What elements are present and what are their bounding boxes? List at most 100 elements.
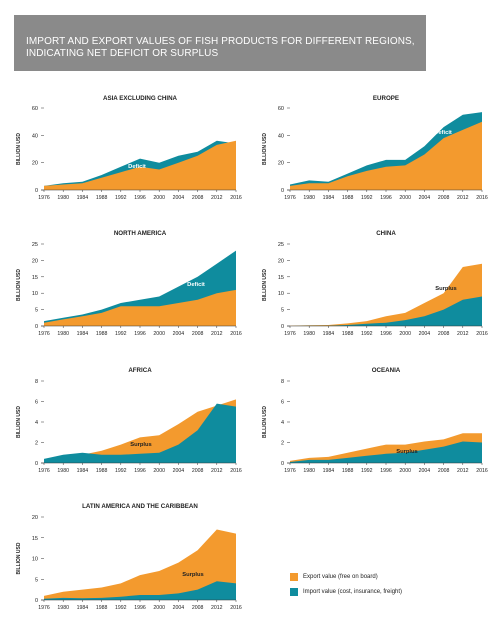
x-tick-label: 1988 [96, 468, 108, 474]
title-banner [14, 15, 426, 71]
x-tick-label: 1996 [380, 195, 392, 201]
x-tick-label: 2004 [173, 331, 185, 337]
chart-annotation: Surplus [435, 286, 457, 292]
x-tick-label: 2016 [230, 605, 242, 611]
series-area-export [290, 121, 482, 190]
x-tick-label: 2008 [192, 195, 204, 201]
y-tick-label: 0 [281, 188, 284, 194]
x-tick-label: 1988 [342, 331, 354, 337]
y-tick-label: 0 [35, 461, 38, 467]
y-tick-label: 8 [35, 379, 38, 385]
y-tick-label: 2 [281, 441, 284, 447]
x-tick-label: 1996 [380, 331, 392, 337]
x-tick-label: 2004 [419, 468, 431, 474]
x-tick-label: 2008 [438, 195, 450, 201]
x-tick-label: 2016 [476, 468, 488, 474]
y-axis-label: BILLION USD [16, 269, 22, 301]
series-area-import [290, 296, 482, 326]
x-tick-label: 2004 [419, 331, 431, 337]
legend-label-import: Import value (cost, insurance, freight) [303, 589, 403, 595]
chart-title: AFRICA [128, 367, 152, 374]
chart-annotation: Surplus [130, 442, 152, 448]
y-tick-label: 0 [35, 598, 38, 604]
x-tick-label: 1988 [96, 331, 108, 337]
chart-annotation: Surplus [182, 572, 204, 578]
x-tick-label: 1992 [361, 468, 373, 474]
y-tick-label: 4 [35, 420, 38, 426]
x-tick-label: 2000 [153, 195, 165, 201]
x-tick-label: 1976 [38, 468, 50, 474]
x-tick-label: 2008 [192, 605, 204, 611]
chart-annotation: Surplus [396, 449, 418, 455]
y-tick-label: 10 [32, 291, 38, 297]
y-tick-label: 15 [32, 275, 38, 281]
x-tick-label: 1984 [77, 605, 89, 611]
x-tick-label: 1996 [134, 195, 146, 201]
x-tick-label: 1992 [361, 331, 373, 337]
y-tick-label: 5 [35, 577, 38, 583]
chart-title: ASIA EXCLUDING CHINA [103, 95, 178, 102]
x-tick-label: 2012 [211, 605, 223, 611]
y-tick-label: 40 [278, 133, 284, 139]
x-tick-label: 1984 [77, 195, 89, 201]
x-tick-label: 2016 [230, 195, 242, 201]
x-tick-label: 2016 [476, 331, 488, 337]
x-tick-label: 1988 [342, 195, 354, 201]
y-tick-label: 2 [35, 441, 38, 447]
x-tick-label: 2012 [211, 195, 223, 201]
x-tick-label: 1992 [115, 331, 127, 337]
chart-title: NORTH AMERICA [114, 230, 167, 237]
x-tick-label: 2008 [438, 468, 450, 474]
y-axis-label: BILLION USD [16, 542, 22, 574]
x-tick-label: 1996 [134, 331, 146, 337]
x-tick-label: 1984 [77, 331, 89, 337]
x-tick-label: 1996 [380, 468, 392, 474]
y-tick-label: 0 [281, 461, 284, 467]
series-area-export [44, 529, 236, 600]
series-area-import [290, 441, 482, 463]
y-tick-label: 60 [32, 106, 38, 112]
y-tick-label: 25 [32, 242, 38, 248]
x-tick-label: 2016 [476, 195, 488, 201]
x-tick-label: 2016 [230, 331, 242, 337]
x-tick-label: 1976 [38, 605, 50, 611]
y-axis-label: BILLION USD [16, 406, 22, 438]
x-tick-label: 1992 [361, 195, 373, 201]
x-tick-label: 2000 [153, 468, 165, 474]
chart-annotation: Deficit [128, 164, 146, 170]
legend-label-export: Export value (free on board) [303, 574, 378, 580]
chart-title: OCEANIA [372, 367, 401, 374]
y-tick-label: 0 [281, 324, 284, 330]
x-tick-label: 2000 [153, 605, 165, 611]
y-axis-label: BILLION USD [262, 133, 268, 165]
x-tick-label: 1980 [57, 195, 69, 201]
legend-item-export: Export value (free on board) [290, 573, 378, 581]
x-tick-label: 2008 [192, 468, 204, 474]
x-tick-label: 1996 [134, 468, 146, 474]
y-tick-label: 20 [32, 161, 38, 167]
y-tick-label: 4 [281, 420, 284, 426]
series-area-import [44, 581, 236, 600]
y-tick-label: 5 [35, 308, 38, 314]
x-tick-label: 1976 [284, 331, 296, 337]
x-tick-label: 2004 [173, 605, 185, 611]
x-tick-label: 1980 [57, 331, 69, 337]
y-tick-label: 15 [278, 275, 284, 281]
y-tick-label: 6 [35, 400, 38, 406]
x-tick-label: 2004 [173, 468, 185, 474]
series-area-import [44, 403, 236, 463]
x-tick-label: 1988 [342, 468, 354, 474]
x-tick-label: 2004 [173, 195, 185, 201]
x-tick-label: 2016 [230, 468, 242, 474]
series-area-export [290, 263, 482, 326]
x-tick-label: 1984 [323, 195, 335, 201]
legend-swatch-export [290, 573, 298, 581]
x-tick-label: 1980 [303, 331, 315, 337]
y-tick-label: 40 [32, 133, 38, 139]
x-tick-label: 1992 [115, 195, 127, 201]
x-tick-label: 2012 [457, 468, 469, 474]
x-tick-label: 1992 [115, 468, 127, 474]
y-tick-label: 10 [278, 291, 284, 297]
y-tick-label: 20 [32, 258, 38, 264]
